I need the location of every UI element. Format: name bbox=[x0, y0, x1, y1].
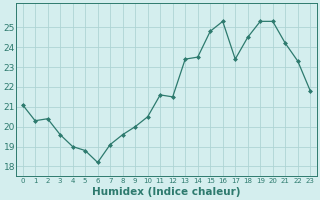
X-axis label: Humidex (Indice chaleur): Humidex (Indice chaleur) bbox=[92, 187, 241, 197]
